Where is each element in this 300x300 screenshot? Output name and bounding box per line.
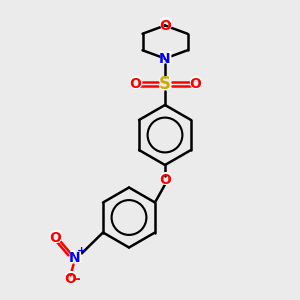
Text: O: O (129, 77, 141, 91)
Text: N: N (69, 251, 81, 265)
Text: O: O (159, 173, 171, 187)
Text: O: O (159, 19, 171, 32)
Text: -: - (74, 272, 80, 286)
Text: S: S (159, 75, 171, 93)
Text: O: O (188, 75, 202, 93)
Text: O: O (189, 77, 201, 91)
Text: N: N (68, 249, 82, 267)
Text: O: O (49, 231, 61, 245)
Text: O: O (63, 270, 78, 288)
Text: O: O (158, 171, 172, 189)
Text: S: S (158, 74, 172, 94)
Text: +: + (77, 246, 86, 256)
Text: N: N (158, 50, 172, 68)
Text: O: O (48, 229, 62, 247)
Text: O: O (128, 75, 142, 93)
Text: O: O (158, 16, 172, 34)
Text: O: O (64, 272, 76, 286)
Text: N: N (159, 52, 171, 65)
